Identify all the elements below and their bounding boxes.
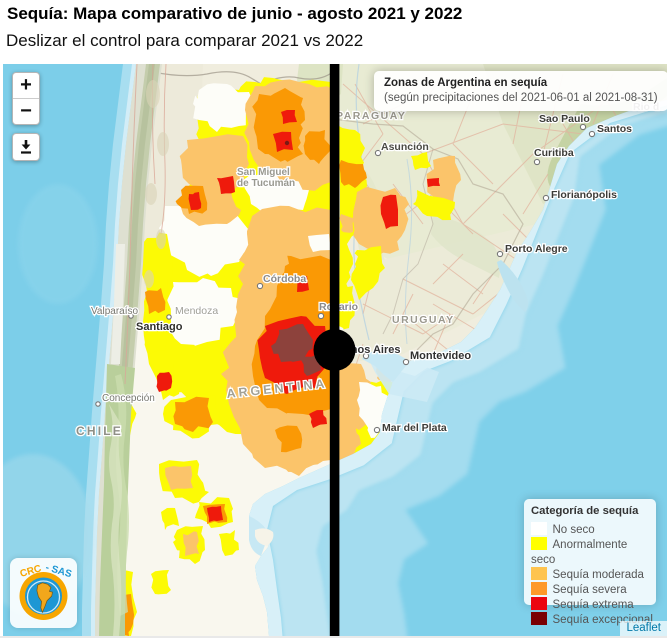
svg-text:Valparaíso: Valparaíso (91, 306, 139, 317)
svg-text:Córdoba: Córdoba (263, 273, 306, 285)
svg-text:URUGUAY: URUGUAY (392, 314, 455, 326)
svg-text:Asunción: Asunción (381, 141, 429, 153)
svg-text:Mendoza: Mendoza (175, 305, 218, 317)
svg-text:Montevideo: Montevideo (410, 350, 471, 362)
svg-text:Santiago: Santiago (136, 321, 183, 333)
svg-text:Mar del Plata: Mar del Plata (382, 422, 447, 434)
svg-text:Asunción: Asunción (381, 141, 429, 153)
svg-text:Mendoza: Mendoza (175, 305, 218, 317)
svg-text:URUGUAY: URUGUAY (392, 314, 455, 326)
svg-text:Curitiba: Curitiba (534, 147, 574, 159)
svg-text:de Tucumán: de Tucumán (237, 178, 295, 189)
svg-text:CHILE: CHILE (76, 424, 123, 438)
svg-text:Sao Paulo: Sao Paulo (539, 113, 590, 125)
svg-text:Concepción: Concepción (102, 393, 155, 404)
svg-text:Porto Alegre: Porto Alegre (505, 243, 568, 255)
svg-text:Santos: Santos (597, 123, 632, 135)
svg-text:Florianópolis: Florianópolis (551, 189, 617, 201)
svg-text:Curitiba: Curitiba (534, 147, 574, 159)
svg-text:PARAGUAY: PARAGUAY (336, 110, 406, 122)
svg-text:Concepción: Concepción (102, 393, 155, 404)
svg-text:Santiago: Santiago (136, 321, 183, 333)
svg-text:Santos: Santos (597, 123, 632, 135)
svg-text:de Tucumán: de Tucumán (237, 178, 295, 189)
svg-text:San Miguel: San Miguel (237, 167, 290, 178)
svg-text:Porto Alegre: Porto Alegre (505, 243, 568, 255)
svg-text:Córdoba: Córdoba (263, 273, 306, 285)
svg-text:CHILE: CHILE (76, 424, 123, 438)
svg-text:PARAGUAY: PARAGUAY (336, 110, 406, 122)
svg-text:San Miguel: San Miguel (237, 167, 290, 178)
svg-text:Sao Paulo: Sao Paulo (539, 113, 590, 125)
svg-text:Mar del Plata: Mar del Plata (382, 422, 447, 434)
svg-text:Florianópolis: Florianópolis (551, 189, 617, 201)
svg-text:Montevideo: Montevideo (410, 350, 471, 362)
svg-text:Valparaíso: Valparaíso (91, 306, 139, 317)
